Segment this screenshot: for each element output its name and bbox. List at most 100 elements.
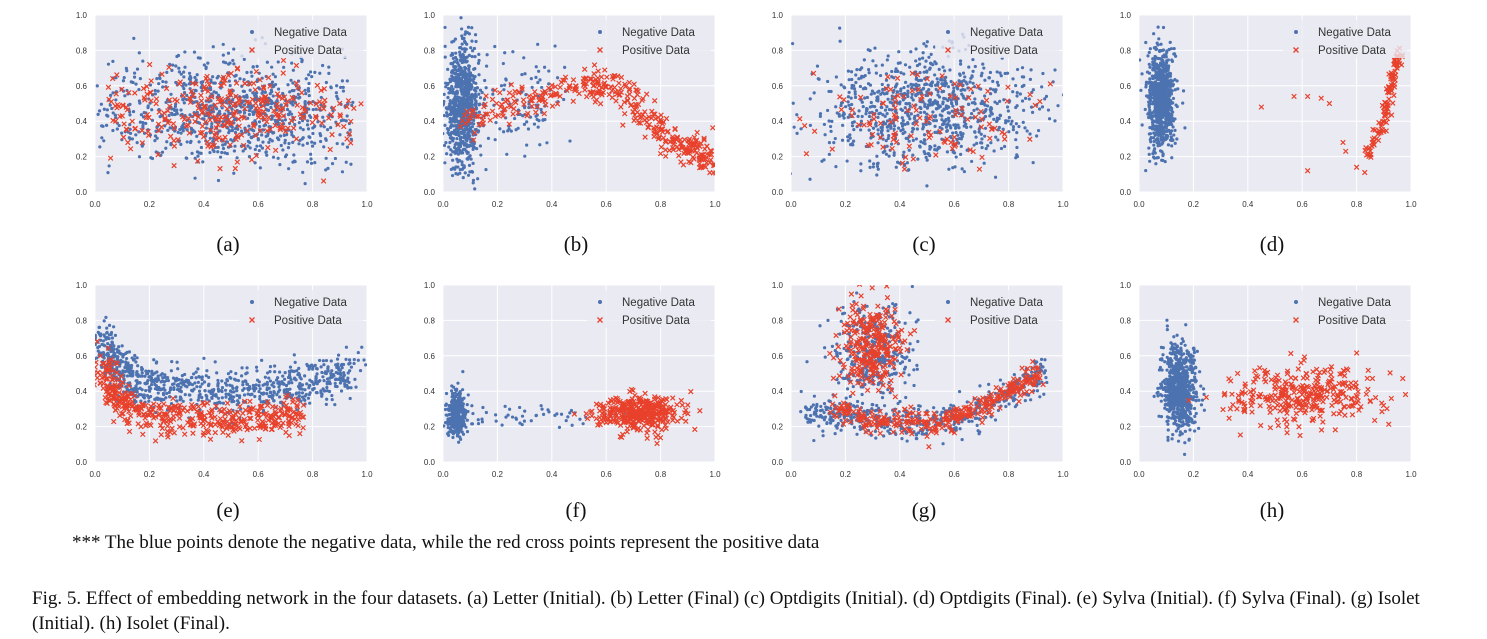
negative-point: [918, 145, 922, 149]
positive-point: [250, 80, 257, 86]
positive-point: [139, 140, 146, 146]
negative-point: [1144, 83, 1148, 87]
negative-point: [925, 105, 930, 109]
negative-point: [190, 151, 194, 155]
negative-point: [161, 79, 165, 84]
negative-point: [892, 127, 896, 131]
negative-point: [892, 124, 897, 128]
y-tick-label: 1.0: [76, 11, 88, 20]
positive-point: [657, 116, 664, 123]
negative-point: [266, 133, 270, 138]
negative-point: [174, 80, 178, 85]
negative-point: [865, 95, 869, 100]
negative-point: [1014, 138, 1018, 142]
negative-point: [964, 80, 968, 84]
positive-point: [171, 162, 177, 169]
x-tick-label: 0.6: [253, 470, 265, 479]
negative-point: [1011, 128, 1015, 132]
negative-point: [234, 73, 238, 77]
negative-point: [918, 105, 922, 110]
negative-point: [502, 83, 507, 87]
negative-point: [925, 69, 929, 73]
negative-point: [348, 128, 352, 132]
negative-point: [562, 97, 566, 102]
negative-point: [1151, 74, 1155, 79]
negative-point: [330, 397, 334, 402]
negative-point: [258, 87, 262, 91]
negative-point: [450, 136, 454, 140]
negative-point: [308, 114, 312, 118]
negative-point: [263, 375, 267, 379]
negative-point: [996, 83, 1000, 87]
negative-point: [221, 146, 226, 151]
negative-point: [449, 100, 453, 104]
negative-point: [281, 91, 285, 96]
positive-point: [663, 115, 670, 122]
x-tick-label: 0.4: [198, 200, 210, 209]
negative-point: [150, 118, 155, 122]
negative-point: [319, 134, 323, 138]
negative-point: [861, 87, 866, 91]
negative-point: [283, 155, 288, 159]
negative-point: [209, 78, 213, 82]
positive-point: [953, 107, 959, 114]
negative-point: [1169, 47, 1174, 51]
negative-point: [340, 79, 344, 83]
negative-point: [1028, 77, 1033, 81]
negative-point: [1151, 60, 1155, 64]
positive-point: [696, 157, 702, 163]
positive-point: [519, 86, 525, 92]
negative-point: [980, 137, 984, 141]
negative-point: [1011, 90, 1015, 94]
negative-point: [100, 136, 104, 140]
negative-point: [461, 97, 465, 102]
negative-point: [906, 122, 910, 126]
negative-point: [991, 79, 995, 83]
negative-point: [459, 16, 463, 20]
negative-point: [193, 75, 197, 80]
negative-point: [1151, 92, 1155, 96]
negative-point: [791, 172, 792, 176]
positive-point: [472, 130, 478, 136]
negative-point: [1166, 67, 1170, 71]
negative-point: [1022, 83, 1026, 87]
negative-point: [860, 100, 864, 104]
positive-point: [670, 144, 676, 151]
negative-point: [125, 69, 129, 73]
negative-point: [464, 149, 468, 153]
positive-point: [480, 117, 486, 123]
negative-point: [335, 357, 340, 361]
positive-point: [649, 108, 655, 115]
positive-point: [1367, 145, 1373, 151]
negative-point: [907, 101, 911, 106]
negative-point: [976, 120, 980, 124]
negative-point: [193, 381, 197, 385]
negative-point: [522, 56, 526, 60]
x-tick-label: 0.0: [437, 200, 449, 209]
negative-point: [201, 160, 205, 164]
positive-point: [530, 94, 536, 100]
negative-point: [464, 77, 468, 81]
positive-point: [290, 115, 297, 122]
negative-point: [163, 375, 167, 379]
negative-point: [165, 70, 169, 74]
positive-point: [583, 81, 590, 87]
negative-point: [308, 401, 312, 405]
negative-point: [1158, 61, 1163, 65]
negative-point: [1053, 68, 1057, 72]
negative-point: [871, 165, 875, 169]
negative-point: [216, 74, 220, 78]
negative-point: [1015, 130, 1019, 135]
negative-point: [349, 162, 353, 166]
negative-point: [468, 126, 473, 130]
negative-point: [293, 123, 297, 127]
negative-point: [910, 130, 914, 134]
positive-point: [588, 92, 595, 98]
negative-point: [460, 42, 464, 46]
negative-point: [1152, 155, 1156, 159]
positive-point: [1388, 112, 1395, 118]
positive-point: [1391, 92, 1397, 99]
positive-point: [271, 108, 277, 114]
negative-point: [957, 126, 961, 130]
positive-point: [1363, 145, 1369, 151]
